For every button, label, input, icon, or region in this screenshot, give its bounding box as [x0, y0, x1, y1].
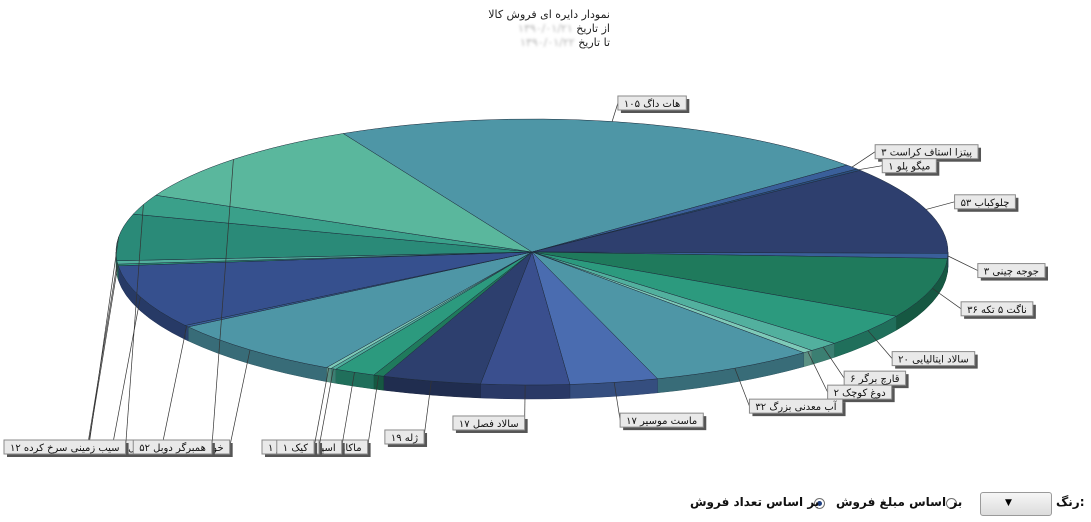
label-box-2 — [881, 158, 937, 174]
leader-line-16 — [313, 367, 330, 448]
chart-title: نمودار دایره ای فروش کالا — [488, 8, 610, 21]
from-date-value: ۱۳۹۰/۰۱/۲۱ — [518, 22, 573, 35]
pie-label-layer: هات داگ ۱۰۵ پیتزا استاف کراست ۳ میگو پلو ۱… — [3, 95, 1048, 457]
leader-line-14 — [341, 372, 355, 448]
leader-line-23 — [125, 204, 144, 448]
label-box-9 — [748, 398, 844, 414]
slice-22[interactable] — [115, 213, 533, 262]
slice-label-10: ماست موسیر ۱۷ — [626, 416, 697, 427]
label-box-5 — [960, 301, 1034, 317]
leader-line-15 — [318, 368, 334, 448]
leader-line-7 — [822, 346, 845, 379]
by-amount-radio[interactable] — [946, 498, 957, 509]
slice-label-3: چلوکباب ۵۳ — [961, 198, 1010, 209]
leader-line-5 — [932, 287, 962, 310]
label-box-6 — [891, 351, 976, 367]
label-box-23 — [3, 439, 127, 455]
slice-label-9: آب معدنی بزرگ ۳۲ — [755, 400, 837, 413]
to-date-label: تا تاریخ — [578, 36, 610, 49]
slice-label-16: کیک ۱ — [283, 443, 309, 454]
slice-label-4: جوجه چینی ۳ — [984, 267, 1039, 278]
slice-9[interactable] — [531, 251, 805, 380]
from-date-row: از تاریخ ۱۳۹۰/۰۱/۲۱ — [410, 22, 610, 36]
label-box-16 — [276, 439, 315, 455]
slice-label-7: قارچ برگر ۶ — [850, 373, 900, 385]
slice-label-0: هات داگ ۱۰۵ — [624, 97, 680, 110]
slice-label-12: ژله ۱۹ — [391, 433, 418, 444]
leader-line-9 — [734, 367, 750, 407]
color-label: رنگ: — [1056, 495, 1085, 509]
leader-line-12 — [423, 380, 432, 438]
slice-label-24: همبرگر دوبل ۵۲ — [139, 442, 206, 454]
slice-0[interactable] — [342, 118, 848, 253]
slice-label-8: دوغ کوچک ۲ — [834, 388, 886, 399]
leader-line-8 — [807, 351, 828, 393]
label-box-8 — [827, 384, 893, 400]
chart-titles: نمودار دایره ای فروش کالا از تاریخ ۱۳۹۰/… — [410, 8, 610, 50]
leader-line-13 — [367, 375, 380, 448]
label-box-11 — [452, 415, 526, 431]
leader-line-17 — [229, 349, 251, 448]
color-select[interactable]: ▼ — [980, 492, 1052, 516]
label-box-10 — [619, 412, 704, 428]
chevron-down-icon: ▼ — [1005, 498, 1012, 508]
leader-line-22 — [88, 237, 119, 448]
slice-label-23: سیب زمینی سرخ کرده ۱۲ — [10, 443, 120, 454]
slice-label-2: میگو پلو ۱ — [888, 161, 930, 173]
leader-line-3 — [926, 201, 955, 210]
leader-line-1 — [851, 151, 876, 168]
slice-side-8 — [803, 350, 812, 368]
to-date-row: تا تاریخ ۱۳۹۰/۰۱/۲۲ — [410, 36, 610, 50]
slice-3[interactable] — [531, 170, 949, 254]
label-box-0 — [617, 95, 687, 111]
pie-top-layer — [115, 118, 949, 386]
by-count-label: بر اساس تعداد فروش — [690, 495, 820, 509]
leader-line-18 — [161, 326, 188, 448]
chart-controls: بر اساس تعداد فروش بر اساس مبلغ فروش ▼ ر… — [690, 492, 1090, 518]
by-count-radio[interactable] — [814, 498, 825, 509]
slice-5[interactable] — [531, 251, 948, 317]
pie-chart: هات داگ ۱۰۵ پیتزا استاف کراست ۳ میگو پلو ۱… — [3, 95, 1048, 457]
leader-line-4 — [947, 255, 978, 271]
label-box-24 — [132, 439, 213, 455]
leader-line-24 — [211, 159, 234, 448]
leader-line-19 — [111, 296, 141, 448]
slice-label-5: ناگت ۵ تکه ۳۶ — [967, 304, 1027, 316]
from-date-label: از تاریخ — [576, 22, 610, 35]
to-date-value: ۱۳۹۰/۰۱/۲۲ — [520, 36, 575, 49]
slice-label-1: پیتزا استاف کراست ۳ — [881, 148, 972, 159]
leader-line-10 — [613, 382, 621, 421]
label-box-3 — [954, 194, 1016, 210]
by-amount-label: بر اساس مبلغ فروش — [836, 495, 963, 509]
leader-line-21 — [87, 262, 118, 448]
leader-line-0 — [611, 102, 619, 122]
label-box-12 — [384, 429, 425, 445]
slice-label-6: سالاد ایتالیایی ۲۰ — [898, 355, 969, 366]
slice-label-11: سالاد فصل ۱۷ — [459, 419, 519, 430]
label-box-4 — [977, 263, 1046, 279]
leader-line-2 — [858, 165, 883, 171]
leader-line-6 — [867, 330, 893, 359]
